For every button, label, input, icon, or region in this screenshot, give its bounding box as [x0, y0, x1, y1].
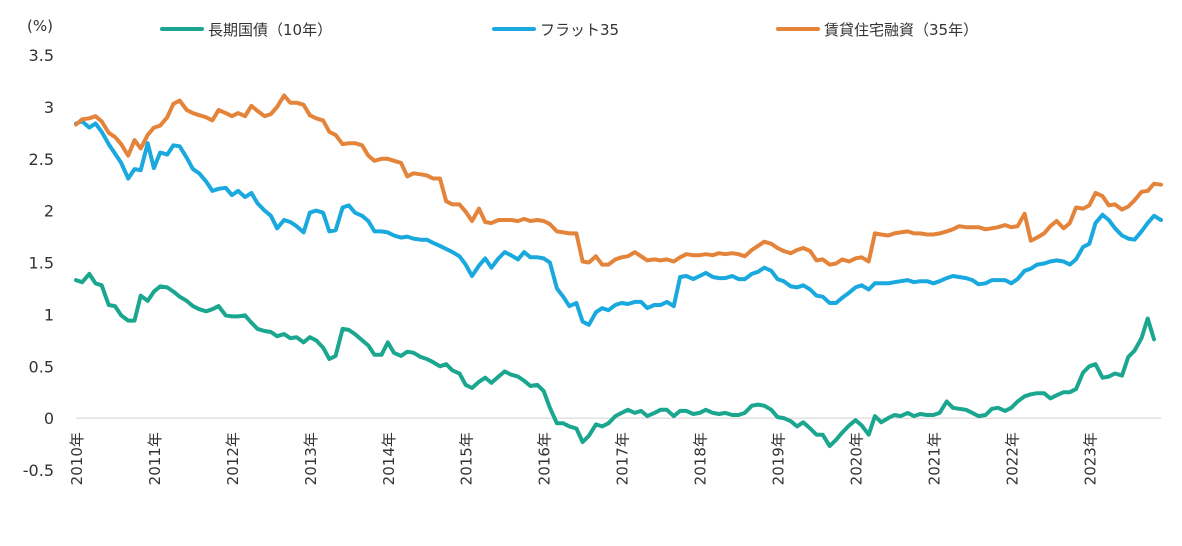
legend-label-flat35: フラット35 [540, 20, 620, 39]
x-tick-label: 2016年 [536, 432, 554, 485]
x-tick-label: 2011年 [146, 432, 164, 485]
y-tick-label: 2.5 [29, 150, 54, 169]
y-tick-label: 0 [44, 409, 54, 428]
x-tick-label: 2017年 [614, 432, 632, 485]
x-tick-label: 2018年 [692, 432, 710, 485]
y-tick-label: 1 [44, 305, 54, 324]
x-tick-label: 2021年 [925, 432, 943, 485]
series-line-flat35 [74, 119, 1163, 327]
legend-label-rental-loan-35y: 賃貸住宅融資（35年） [824, 20, 979, 39]
x-tick-label: 2013年 [302, 432, 320, 485]
legend-swatch-jgb-10y [160, 27, 204, 31]
series-line-rental-loan-35y [74, 93, 1163, 267]
y-tick-label: 3.5 [29, 46, 54, 65]
x-tick-label: 2020年 [847, 432, 865, 485]
y-tick-label: 1.5 [29, 254, 54, 273]
x-tick-label: 2015年 [458, 432, 476, 485]
x-tick-label: 2023年 [1081, 432, 1099, 485]
x-tick-label: 2014年 [380, 432, 398, 485]
legend-item-jgb-10y: 長期国債（10年） [160, 17, 332, 41]
legend-item-rental-loan-35y: 賃貸住宅融資（35年） [776, 17, 978, 41]
x-tick-label: 2010年 [68, 432, 86, 485]
y-axis-unit-label: (%) [27, 17, 53, 35]
legend-swatch-flat35 [492, 27, 536, 31]
legend-swatch-rental-loan-35y [776, 27, 820, 31]
y-tick-label: 3 [44, 98, 54, 117]
legend-item-flat35: フラット35 [492, 17, 619, 41]
y-tick-label: -0.5 [23, 461, 54, 480]
y-tick-label: 0.5 [29, 357, 54, 376]
x-tick-label: 2022年 [1003, 432, 1021, 485]
series-line-jgb-10y [74, 271, 1156, 449]
y-tick-label: 2 [44, 202, 54, 221]
x-tick-label: 2012年 [224, 432, 242, 485]
legend-label-jgb-10y: 長期国債（10年） [208, 20, 333, 39]
x-tick-label: 2019年 [770, 432, 788, 485]
